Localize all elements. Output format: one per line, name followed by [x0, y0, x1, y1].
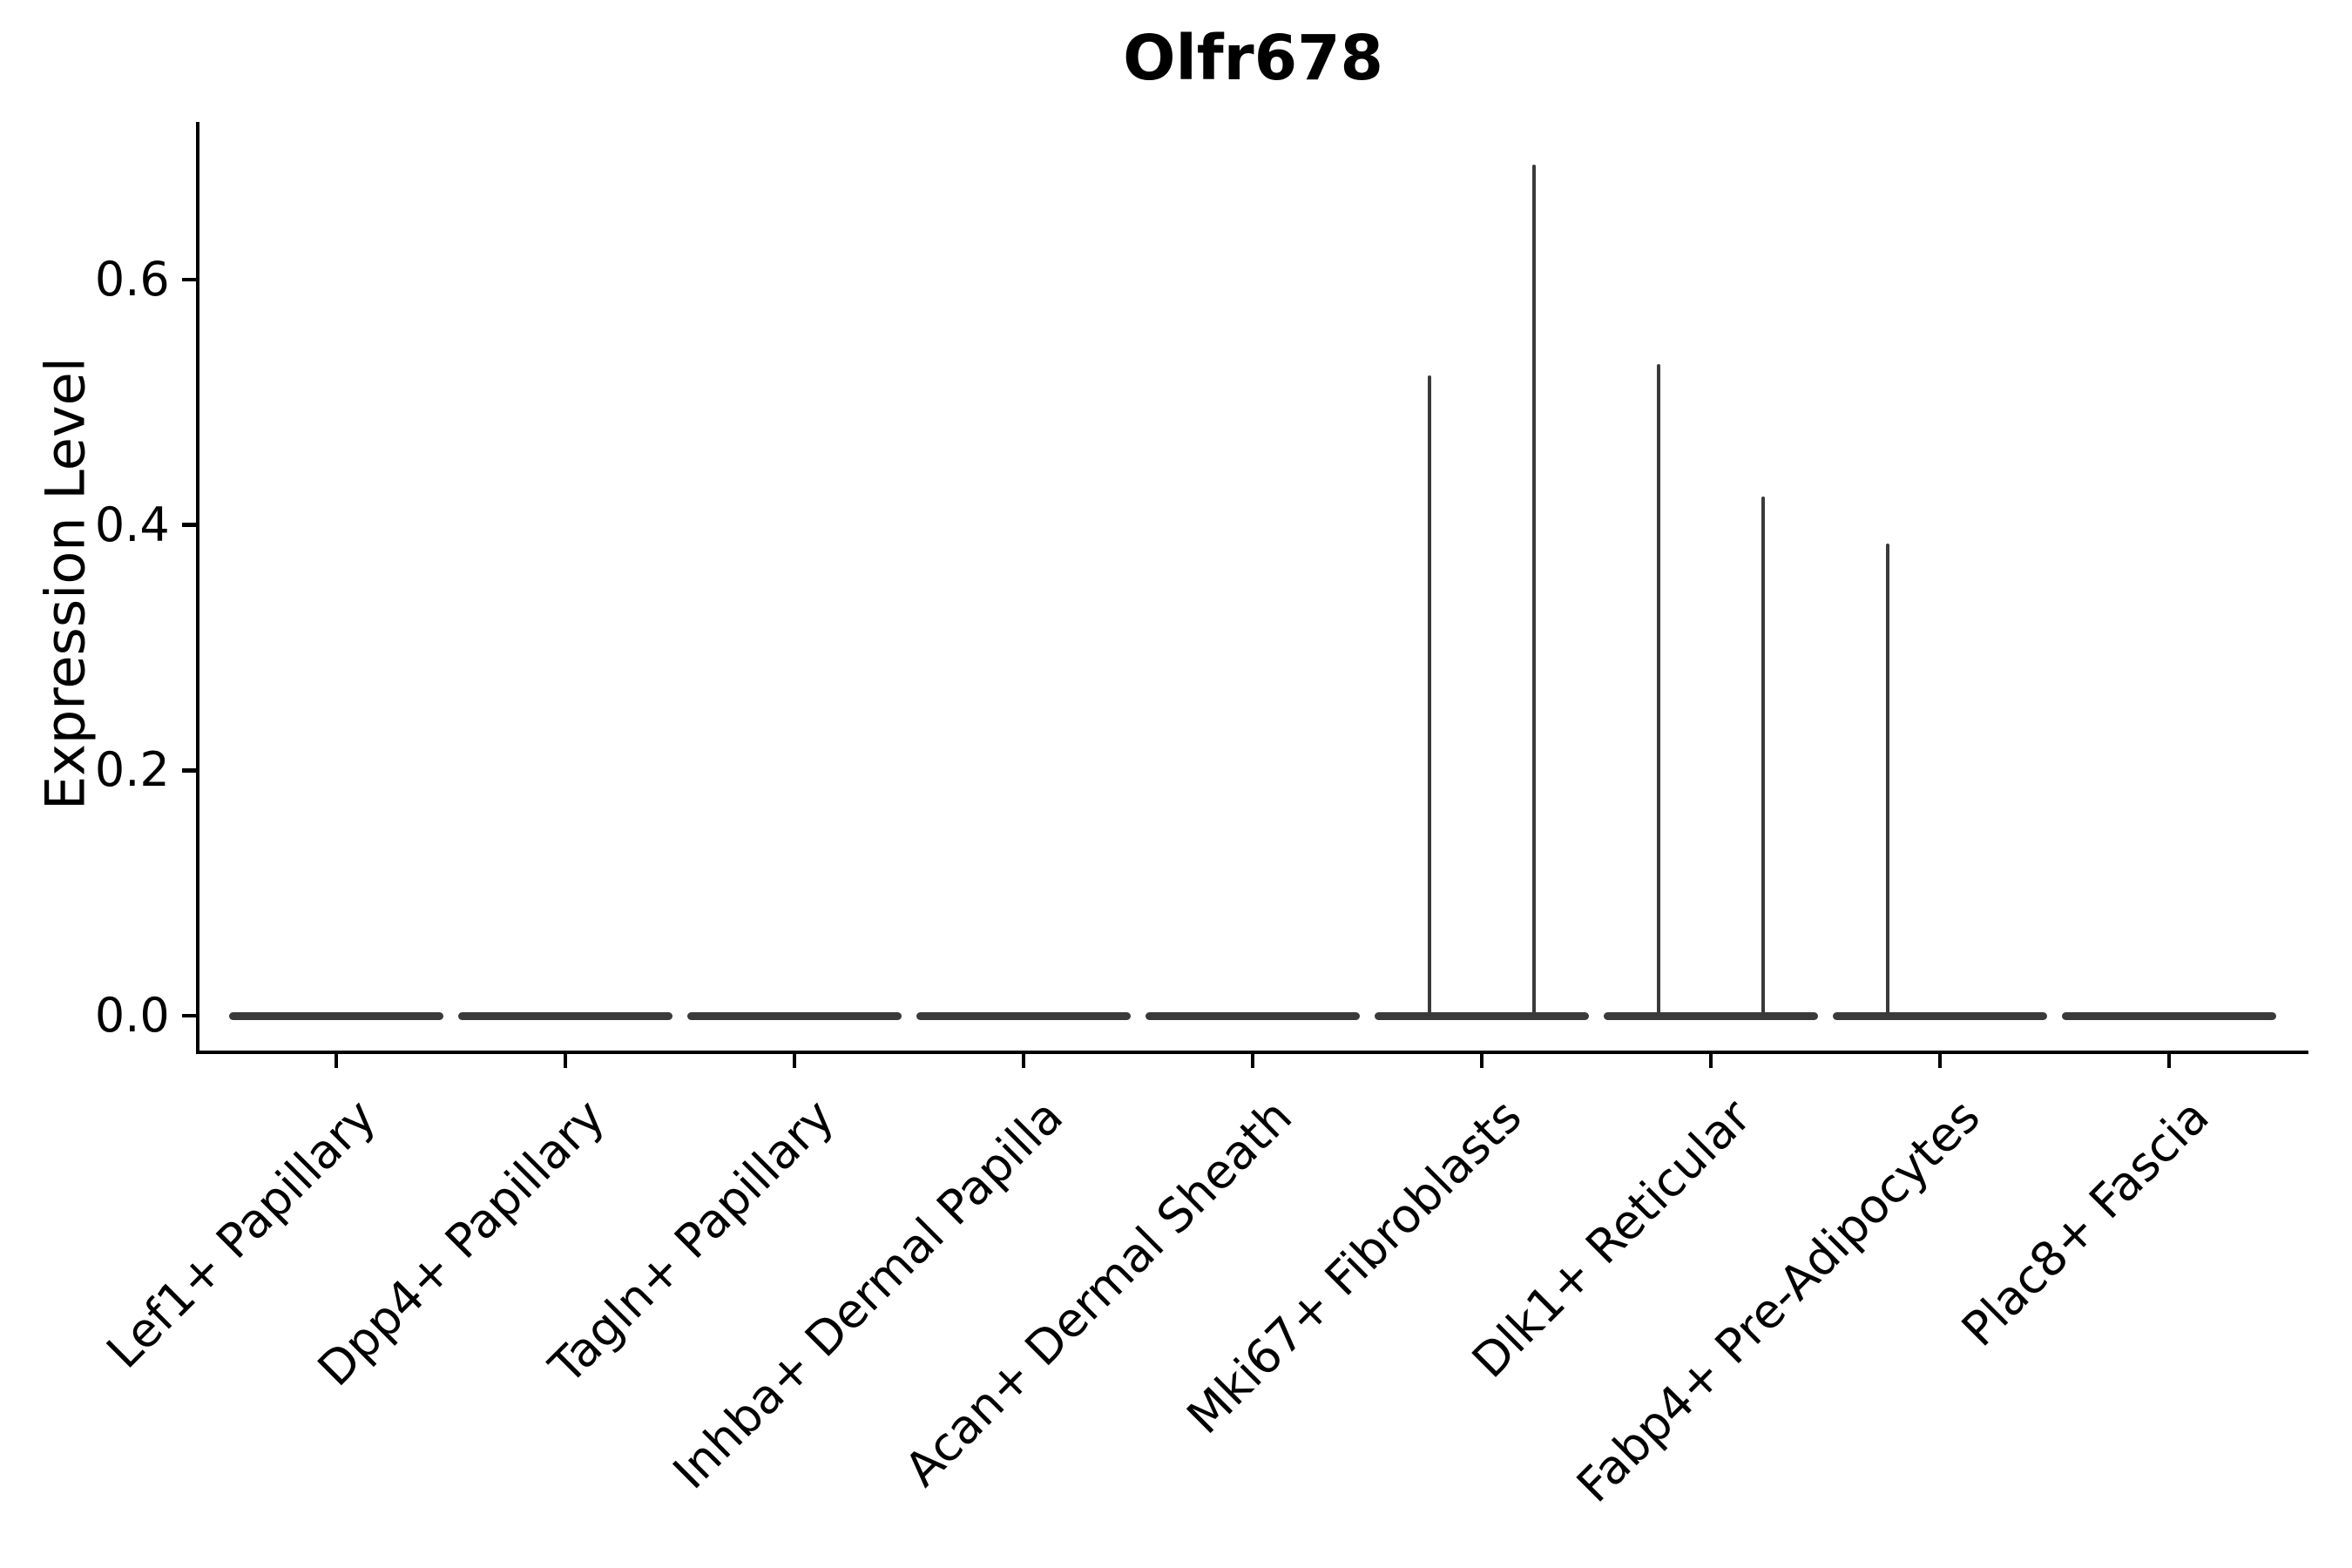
x-tick-label: Acan+ Dermal Sheath — [894, 1088, 1303, 1497]
violin-spike — [1761, 497, 1766, 1020]
violin-base — [229, 1011, 443, 1020]
violin-spike — [1885, 543, 1890, 1020]
x-tick — [1250, 1054, 1255, 1069]
y-tick — [181, 277, 196, 282]
x-tick — [563, 1054, 568, 1069]
violin-base — [458, 1011, 672, 1020]
violin-base — [1375, 1011, 1589, 1020]
y-axis-label: Expression Level — [33, 357, 98, 810]
y-tick-label: 0.6 — [94, 251, 170, 307]
y-tick-label: 0.2 — [94, 742, 170, 798]
x-tick — [1708, 1054, 1713, 1069]
x-tick — [334, 1054, 339, 1069]
y-tick-label: 0.0 — [94, 988, 170, 1043]
x-tick — [1479, 1054, 1484, 1069]
y-axis-spine — [195, 122, 200, 1055]
x-tick — [1021, 1054, 1026, 1069]
x-tick — [1937, 1054, 1943, 1069]
violin-base — [1833, 1011, 2047, 1020]
violin-base — [1146, 1011, 1360, 1020]
x-tick — [792, 1054, 797, 1069]
violin-base — [2062, 1011, 2276, 1020]
violin-base — [687, 1011, 902, 1020]
violin-base — [916, 1011, 1131, 1020]
y-tick — [181, 1013, 196, 1018]
x-tick-label: Plac8+ Fascia — [1950, 1088, 2220, 1357]
y-tick — [181, 768, 196, 773]
y-tick — [181, 523, 196, 527]
violin-spike — [1531, 164, 1537, 1020]
x-tick-label: Fabp4+ Pre-Adipocytes — [1565, 1088, 1990, 1513]
y-tick-label: 0.4 — [94, 497, 170, 552]
violin-spike — [1427, 375, 1432, 1020]
chart-title: Olfr678 — [1123, 22, 1383, 94]
x-tick-label: Inhba+ Dermal Papilla — [663, 1088, 1074, 1500]
violin-base — [1604, 1011, 1818, 1020]
x-axis-spine — [195, 1050, 2308, 1055]
violin-spike — [1656, 364, 1661, 1020]
x-tick — [2166, 1054, 2172, 1069]
